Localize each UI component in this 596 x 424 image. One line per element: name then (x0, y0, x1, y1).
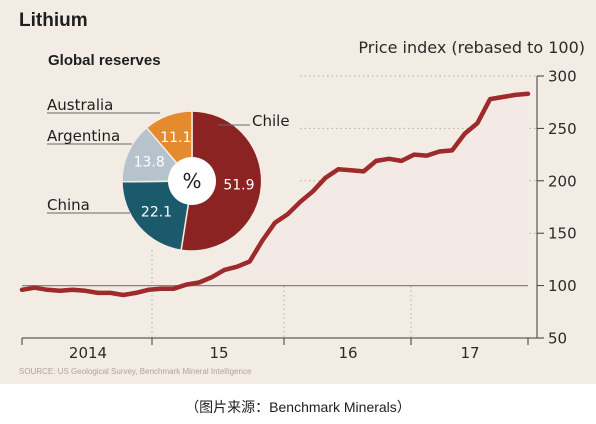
x-tick-label: 15 (209, 344, 228, 362)
pie-label-argentina: Argentina (47, 127, 120, 145)
pie-label-chile: Chile (252, 112, 290, 130)
image-caption: （图片来源：Benchmark Minerals） (185, 399, 411, 415)
source-note: SOURCE: US Geological Survey, Benchmark … (19, 367, 252, 376)
x-tick-labels: 2014 15 16 17 (69, 344, 480, 362)
y-tick-label: 50 (548, 330, 567, 348)
pie-value-label: 22.1 (141, 205, 172, 221)
pie-center-label: % (182, 169, 201, 193)
y-tick-label: 250 (548, 120, 577, 138)
pie-value-label: 13.8 (134, 155, 165, 171)
pie-label-china: China (47, 196, 90, 214)
pie-label-australia: Australia (47, 96, 113, 114)
y-tick-label: 100 (548, 277, 577, 295)
price-index-line (19, 91, 531, 298)
pie-value-label: 51.9 (223, 178, 254, 194)
reserves-pie: % 51.9 22.1 13.8 11.1 (121, 110, 263, 252)
chart-title: Lithium (19, 10, 88, 31)
y-axis-label: Price index (rebased to 100) (358, 38, 585, 57)
x-tick-marks (21, 338, 529, 345)
pie-center (168, 157, 216, 205)
y-tick-marks (537, 75, 544, 339)
price-index-chart: 50 100 150 200 250 300 2014 15 16 17 % 51.9 22.1 13… (19, 68, 577, 362)
pie-leader-lines: Chile China Argentina Australia (47, 96, 290, 214)
y-tick-labels: 50 100 150 200 250 300 (548, 68, 577, 348)
y-tick-label: 150 (548, 225, 577, 243)
x-tick-label: 17 (460, 344, 479, 362)
x-tick-label: 16 (338, 344, 357, 362)
y-tick-label: 200 (548, 172, 577, 190)
pie-slice-china (121, 180, 193, 252)
y-tick-label: 300 (548, 68, 577, 86)
pie-title: Global reserves (48, 52, 161, 69)
pie-slice-chile (180, 110, 263, 252)
x-tick-label: 2014 (69, 344, 107, 362)
price-area-fill (22, 93, 528, 295)
pie-value-label: 11.1 (160, 130, 191, 146)
